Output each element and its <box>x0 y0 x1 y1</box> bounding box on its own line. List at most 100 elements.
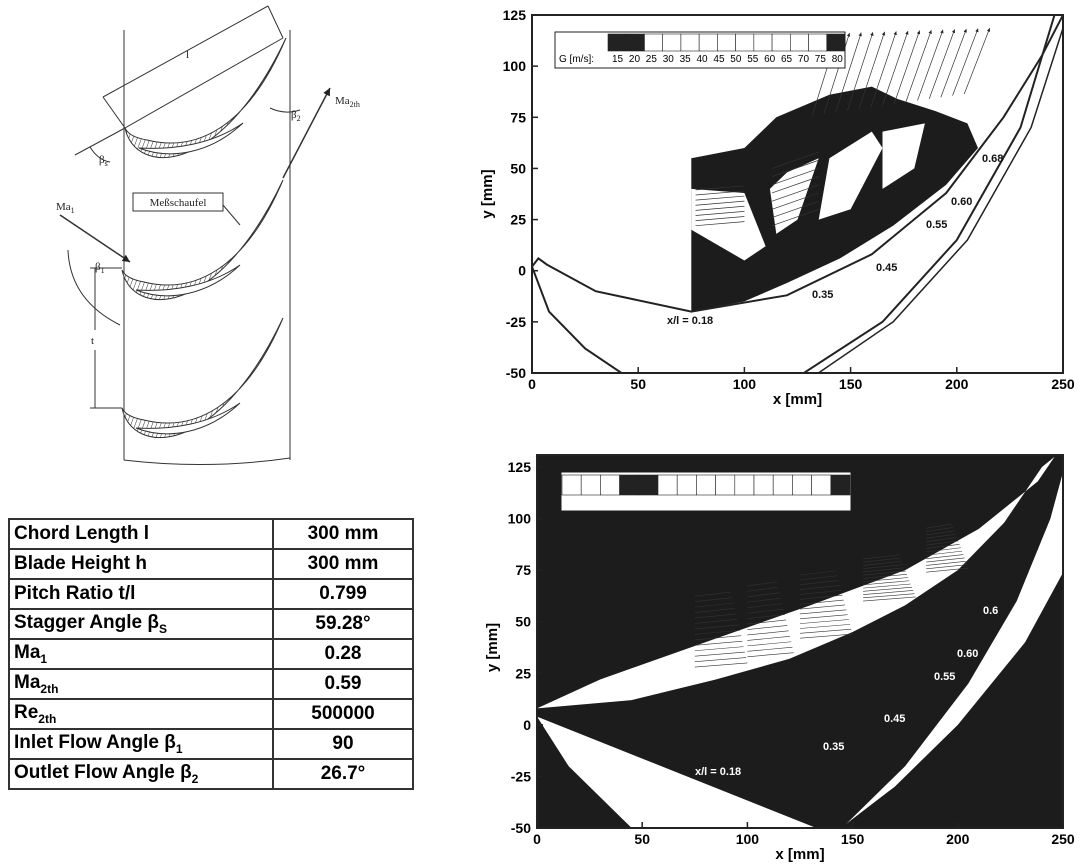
x-tick-label: 100 <box>736 831 760 847</box>
legend-value: 50 <box>730 54 742 65</box>
legend-value: 35 <box>680 54 692 65</box>
legend-value: 70 <box>798 54 810 65</box>
legend-value: 55 <box>747 54 759 65</box>
parameter-value: 0.28 <box>273 639 413 669</box>
parameter-value: 0.59 <box>273 669 413 699</box>
label-text: t <box>91 335 94 347</box>
name-sub: 2th <box>38 712 56 726</box>
table-row: Re2th500000 <box>9 699 413 729</box>
legend-cell <box>644 34 662 51</box>
legend-cell <box>600 475 619 495</box>
legend-cell <box>581 475 600 495</box>
y-tick-label: 100 <box>508 511 532 527</box>
legend-cell <box>677 475 696 495</box>
stagger-line <box>75 128 125 155</box>
legend-cell <box>754 475 773 495</box>
diagram-label: l <box>186 49 189 61</box>
x-tick-label: 150 <box>841 831 865 847</box>
x-tick-label: 250 <box>1051 831 1075 847</box>
x-tick-label: 50 <box>630 376 646 392</box>
x-axis-title: x [mm] <box>773 391 822 408</box>
diagram-label: β2 <box>291 109 301 123</box>
label-sub: s <box>105 159 108 168</box>
diagram-label: βs <box>99 154 108 168</box>
y-tick-label: 0 <box>518 263 526 279</box>
y-tick-label: -50 <box>511 820 531 836</box>
legend-cell <box>658 475 677 495</box>
diagram-label: Ma2th <box>335 95 360 109</box>
legend-cell <box>620 475 639 495</box>
legend-cell <box>699 34 717 51</box>
y-tick-label: 0 <box>523 717 531 733</box>
legend-cell <box>831 475 850 495</box>
legend-cell <box>772 34 790 51</box>
legend-title: G [m/s]: <box>559 54 594 65</box>
station-label: 0.45 <box>876 262 897 274</box>
y-axis-title: y [mm] <box>484 623 501 672</box>
label-sub: 1 <box>101 266 105 275</box>
legend-cell <box>608 34 626 51</box>
y-tick-label: 25 <box>515 665 531 681</box>
inlet-arrow <box>60 215 130 262</box>
table-row: Ma10.28 <box>9 639 413 669</box>
legend-cell <box>716 475 735 495</box>
y-tick-label: 125 <box>508 459 532 475</box>
frame-line <box>124 458 290 465</box>
y-tick-label: -25 <box>511 768 531 784</box>
station-label: 0.55 <box>926 219 947 231</box>
label-sub: 2 <box>297 114 301 123</box>
diagram-label: Ma1 <box>56 201 75 215</box>
parameter-name: Inlet Flow Angle β1 <box>9 729 273 759</box>
station-label: 0.35 <box>823 741 844 753</box>
y-tick-label: -50 <box>506 365 526 381</box>
diagram-label: Meßschaufel <box>150 197 207 209</box>
y-tick-label: 125 <box>503 7 527 23</box>
station-label: x/l = 0.18 <box>667 315 713 327</box>
parameter-name: Ma1 <box>9 639 273 669</box>
legend-cell <box>681 34 699 51</box>
chord-line <box>125 38 283 128</box>
name-text: Inlet Flow Angle β <box>14 732 176 753</box>
legend-cell <box>790 34 808 51</box>
y-tick-label: 75 <box>515 562 531 578</box>
legend-cell <box>717 34 735 51</box>
legend-cell <box>736 34 754 51</box>
angle-arc <box>68 250 120 325</box>
legend-value: 60 <box>764 54 776 65</box>
name-text: Pitch Ratio t/l <box>14 583 135 604</box>
blade <box>125 38 286 158</box>
parameter-value: 300 mm <box>273 549 413 579</box>
parameter-value: 26.7° <box>273 759 413 789</box>
parameter-name: Outlet Flow Angle β2 <box>9 759 273 789</box>
parameter-value: 90 <box>273 729 413 759</box>
leader-line <box>223 205 240 225</box>
legend-value: 65 <box>781 54 793 65</box>
legend-value: 45 <box>713 54 725 65</box>
parameter-name: Blade Height h <box>9 549 273 579</box>
station-label: 0.55 <box>934 671 955 683</box>
x-tick-label: 200 <box>946 831 970 847</box>
legend-cell <box>639 475 658 495</box>
legend-value: 80 <box>832 54 844 65</box>
label-sub: 1 <box>71 206 75 215</box>
x-tick-label: 200 <box>945 376 969 392</box>
legend-cell <box>792 475 811 495</box>
legend-cell <box>827 34 845 51</box>
cascade-diagram: lβ2Ma2thβsMa1Meßschaufelβ1t <box>56 6 360 465</box>
parameter-name: Chord Length l <box>9 519 273 549</box>
parameter-value: 59.28° <box>273 609 413 639</box>
name-sub: S <box>159 622 167 636</box>
x-tick-label: 0 <box>533 831 541 847</box>
diagram-label: t <box>91 335 94 347</box>
station-label: 0.60 <box>957 648 978 660</box>
blade-cavity <box>136 265 240 296</box>
parameter-name: Ma2th <box>9 669 273 699</box>
y-axis-title: y [mm] <box>479 169 496 218</box>
blade-cavity <box>136 403 240 434</box>
legend-value: 75 <box>815 54 827 65</box>
table-row: Stagger Angle βS59.28° <box>9 609 413 639</box>
blade <box>122 318 283 438</box>
